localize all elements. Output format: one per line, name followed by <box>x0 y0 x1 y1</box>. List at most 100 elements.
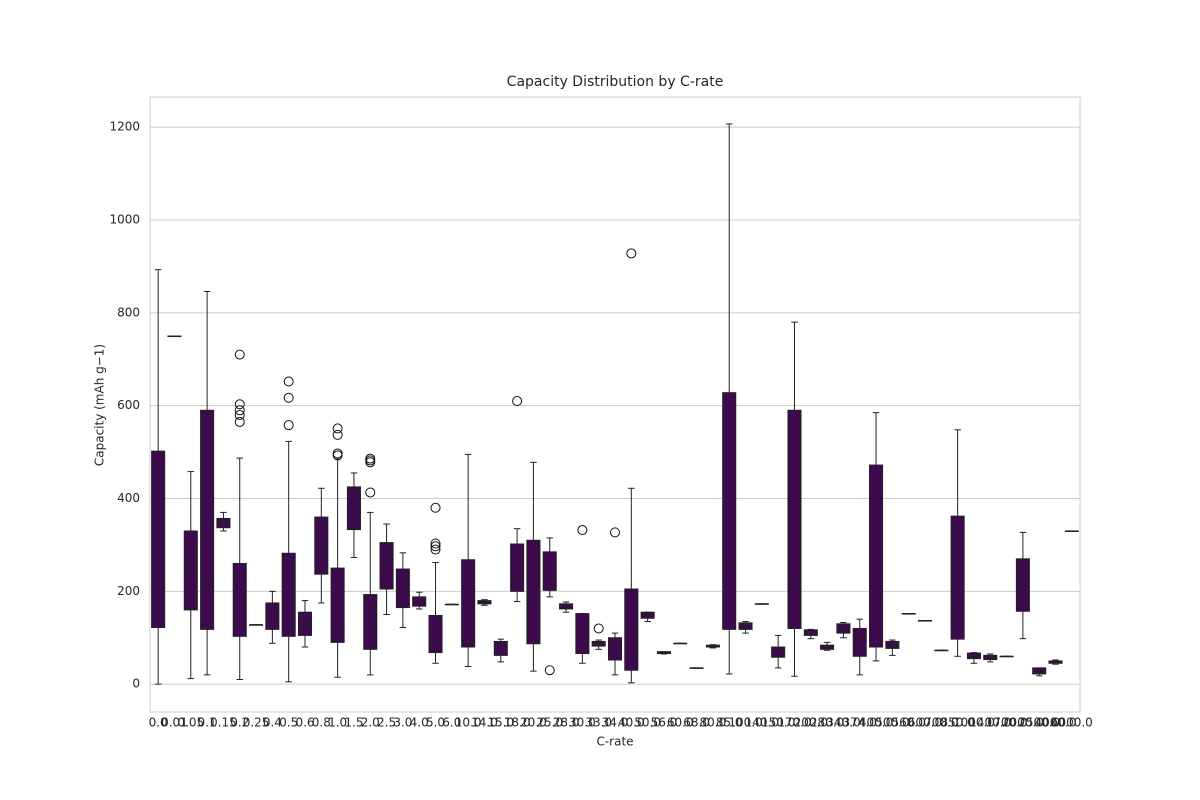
box <box>363 594 378 650</box>
chart-title: Capacity Distribution by C-rate <box>507 74 724 90</box>
x-tick-label: 1.5 <box>344 716 363 730</box>
box <box>216 517 231 529</box>
box <box>542 551 557 591</box>
x-tick-label: 500.0 <box>875 716 909 730</box>
box <box>836 623 851 634</box>
box <box>395 568 410 609</box>
x-tick-label: 50.0 <box>634 716 661 730</box>
outlier <box>283 420 294 431</box>
x-tick-label: 340.0 <box>826 716 860 730</box>
x-tick-label: 85.0 <box>716 716 743 730</box>
x-tick-label: 2500.0 <box>1018 716 1060 730</box>
y-tick-label: 200 <box>117 584 140 598</box>
outlier <box>626 248 637 259</box>
x-tick-label: 0.6 <box>295 716 314 730</box>
box <box>607 637 623 661</box>
x-tick-label: 14.0 <box>471 716 498 730</box>
outlier <box>512 396 523 407</box>
outlier <box>234 405 245 416</box>
box <box>200 409 215 630</box>
x-tick-label: 2.0 <box>361 716 380 730</box>
x-tick-label: 0.5 <box>279 716 298 730</box>
x-tick-label: 1.0 <box>328 716 347 730</box>
x-tick-label: 4.0 <box>410 716 429 730</box>
box <box>852 627 867 657</box>
x-tick-label: 18.0 <box>504 716 531 730</box>
outlier <box>234 416 245 427</box>
box <box>346 486 361 531</box>
x-tick-label: 700.0 <box>924 716 958 730</box>
x-tick-label: 30.0 <box>569 716 596 730</box>
y-tick-label: 0 <box>132 677 140 691</box>
outlier <box>365 487 376 498</box>
y-tick-label: 600 <box>117 398 140 412</box>
box <box>183 530 198 611</box>
x-tick-label: 6.0 <box>442 716 461 730</box>
x-tick-label: 1000.0 <box>953 716 995 730</box>
outlier <box>332 450 343 461</box>
outlier <box>610 527 620 538</box>
box <box>950 515 965 640</box>
y-tick-label: 800 <box>117 305 140 319</box>
outlier <box>234 349 245 360</box>
x-tick-label: 3.0 <box>393 716 412 730</box>
box <box>281 552 296 637</box>
box <box>787 409 802 629</box>
x-tick-label: 0.1 <box>198 716 217 730</box>
x-tick-label: 25.0 <box>536 716 563 730</box>
y-tick-label: 400 <box>117 491 140 505</box>
x-tick-label: 2.5 <box>377 716 396 730</box>
x-tick-label: 100.0 <box>728 716 762 730</box>
x-tick-label: 600.0 <box>908 716 942 730</box>
x-tick-label: 10.0 <box>455 716 482 730</box>
box <box>510 543 525 592</box>
x-tick-label: 40.0 <box>618 716 645 730</box>
outlier <box>430 538 441 549</box>
x-tick-label: 5.0 <box>426 716 445 730</box>
outlier <box>365 457 376 468</box>
box <box>265 602 280 630</box>
x-tick-label: 80.0 <box>700 716 727 730</box>
x-tick-label: 1400.0 <box>969 716 1011 730</box>
outlier <box>332 423 343 434</box>
x-axis-label: C-rate <box>596 735 633 749</box>
x-tick-label: 400.0 <box>859 716 893 730</box>
box <box>526 539 541 645</box>
y-tick-label: 1000 <box>109 213 140 227</box>
outlier <box>430 544 441 555</box>
x-tick-label: 2000.0 <box>1002 716 1044 730</box>
box <box>314 516 329 575</box>
box <box>461 559 476 648</box>
x-tick-label: 560.0 <box>892 716 926 730</box>
box <box>428 614 443 654</box>
x-tick-label: 0.05 <box>177 716 204 730</box>
outlier <box>430 502 441 513</box>
x-tick-label: 0.4 <box>263 716 282 730</box>
box <box>379 542 394 590</box>
x-tick-label: 60.0 <box>667 716 694 730</box>
box <box>722 392 737 630</box>
outlier <box>234 399 245 410</box>
x-tick-label: 28.0 <box>553 716 580 730</box>
x-tick-label: 850.0 <box>940 716 974 730</box>
x-tick-label: 0.01 <box>161 716 188 730</box>
plot-frame <box>149 96 1081 713</box>
box <box>151 450 166 629</box>
x-tick-label: 33.0 <box>585 716 612 730</box>
x-tick-label: 0.8 <box>312 716 331 730</box>
outlier <box>332 429 343 440</box>
box <box>330 567 345 643</box>
box <box>232 562 247 637</box>
x-tick-label: 0.25 <box>243 716 270 730</box>
y-axis-label: Capacity (mAh g−1) <box>93 344 107 466</box>
x-tick-label: 200.0 <box>794 716 828 730</box>
box <box>493 640 508 656</box>
y-tick-label: 1200 <box>109 120 140 134</box>
x-tick-label: 6000.0 <box>1051 716 1093 730</box>
outlier <box>283 376 294 387</box>
outlier <box>234 409 245 420</box>
x-tick-label: 34.0 <box>602 716 629 730</box>
x-tick-label: 0.0 <box>149 716 168 730</box>
